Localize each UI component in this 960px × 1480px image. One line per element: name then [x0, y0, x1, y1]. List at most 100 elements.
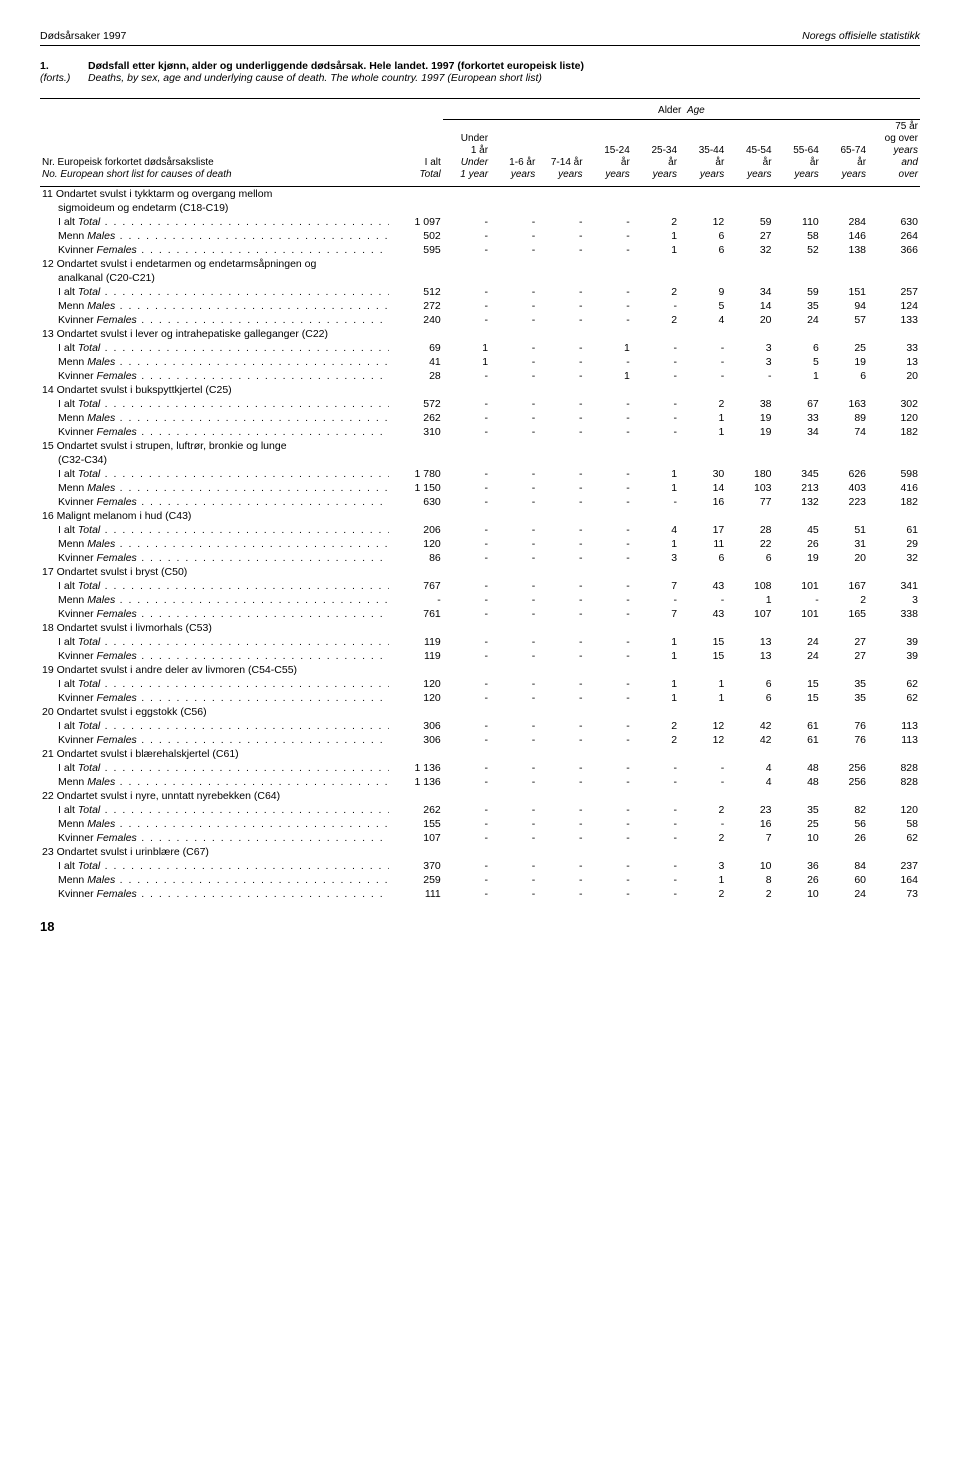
cell: 52	[774, 243, 821, 257]
cell: 120	[389, 537, 443, 551]
row-label: Kvinner Females . . . . . . . . . . . . …	[40, 425, 389, 439]
cell: 163	[821, 397, 868, 411]
cell: -	[632, 299, 679, 313]
cell: 2	[726, 887, 773, 901]
cell: -	[632, 859, 679, 873]
cell: 828	[868, 775, 920, 789]
group-title: 16 Malignt melanom i hud (C43)	[40, 509, 920, 523]
group-title: 12 Ondartet svulst i endetarmen og endet…	[40, 257, 920, 271]
group-title: 14 Ondartet svulst i bukspyttkjertel (C2…	[40, 383, 920, 397]
cell: -	[726, 369, 773, 383]
cell: -	[443, 691, 490, 705]
cell: 306	[389, 733, 443, 747]
cell: -	[537, 537, 584, 551]
cell: 306	[389, 719, 443, 733]
cell: -	[490, 397, 537, 411]
cell: 120	[868, 411, 920, 425]
cell: 24	[774, 649, 821, 663]
title-num: 1.	[40, 60, 88, 72]
cell: -	[537, 481, 584, 495]
cell: -	[443, 649, 490, 663]
cell: 28	[389, 369, 443, 383]
cell: 76	[821, 719, 868, 733]
cell: 76	[821, 733, 868, 747]
cell: 20	[821, 551, 868, 565]
cell: -	[490, 649, 537, 663]
cell: -	[585, 579, 632, 593]
cell: 22	[726, 537, 773, 551]
cell: 5	[774, 355, 821, 369]
cell: 630	[389, 495, 443, 509]
cell: 2	[821, 593, 868, 607]
cell: 12	[679, 733, 726, 747]
cell: -	[537, 299, 584, 313]
cell: 19	[774, 551, 821, 565]
header-left: Dødsårsaker 1997	[40, 30, 126, 42]
cell: -	[679, 355, 726, 369]
row-label: Kvinner Females . . . . . . . . . . . . …	[40, 831, 389, 845]
cell: -	[537, 355, 584, 369]
cell: 84	[821, 859, 868, 873]
cell: 45	[774, 523, 821, 537]
cell: 19	[726, 425, 773, 439]
cell: -	[537, 831, 584, 845]
cell: -	[537, 775, 584, 789]
title-main: Dødsfall etter kjønn, alder og underligg…	[88, 60, 584, 72]
cell: 58	[774, 229, 821, 243]
row-label: I alt Total . . . . . . . . . . . . . . …	[40, 579, 389, 593]
cell: -	[537, 859, 584, 873]
cell: 48	[774, 761, 821, 775]
cell: 59	[726, 215, 773, 229]
cell: 1	[679, 691, 726, 705]
cell: 9	[679, 285, 726, 299]
cell: 338	[868, 607, 920, 621]
cell: 74	[821, 425, 868, 439]
cell: -	[443, 467, 490, 481]
cell: -	[537, 817, 584, 831]
cell: -	[537, 523, 584, 537]
cell: -	[490, 411, 537, 425]
cell: 103	[726, 481, 773, 495]
cell: 237	[868, 859, 920, 873]
cell: -	[443, 299, 490, 313]
cell: 1 136	[389, 761, 443, 775]
cell: -	[632, 831, 679, 845]
cell: 1 780	[389, 467, 443, 481]
rowhead-1: Nr. Europeisk forkortet dødsårsaksliste	[42, 157, 387, 169]
cell: 35	[821, 677, 868, 691]
cell: 257	[868, 285, 920, 299]
cell: 43	[679, 579, 726, 593]
cell: 180	[726, 467, 773, 481]
cell: 310	[389, 425, 443, 439]
cell: 256	[821, 761, 868, 775]
cell: 1	[726, 593, 773, 607]
cell: -	[490, 467, 537, 481]
group-title: 18 Ondartet svulst i livmorhals (C53)	[40, 621, 920, 635]
cell: -	[537, 803, 584, 817]
group-title: 17 Ondartet svulst i bryst (C50)	[40, 565, 920, 579]
cell: 35	[821, 691, 868, 705]
group-title: 19 Ondartet svulst i andre deler av livm…	[40, 663, 920, 677]
cell: -	[537, 411, 584, 425]
group-title: sigmoideum og endetarm (C18-C19)	[40, 201, 920, 215]
cell: -	[490, 607, 537, 621]
cell: -	[537, 873, 584, 887]
cell: 34	[726, 285, 773, 299]
cell: -	[443, 215, 490, 229]
cell: -	[537, 285, 584, 299]
cell: -	[490, 887, 537, 901]
cell: -	[537, 761, 584, 775]
cell: 31	[821, 537, 868, 551]
cell: -	[585, 873, 632, 887]
cell: 223	[821, 495, 868, 509]
cell: 2	[632, 285, 679, 299]
cell: -	[443, 229, 490, 243]
cell: 27	[821, 649, 868, 663]
cell: -	[585, 481, 632, 495]
cell: 15	[679, 635, 726, 649]
cell: -	[679, 341, 726, 355]
cell: 120	[389, 691, 443, 705]
cell: -	[490, 215, 537, 229]
cell: 4	[726, 775, 773, 789]
cell: -	[632, 803, 679, 817]
